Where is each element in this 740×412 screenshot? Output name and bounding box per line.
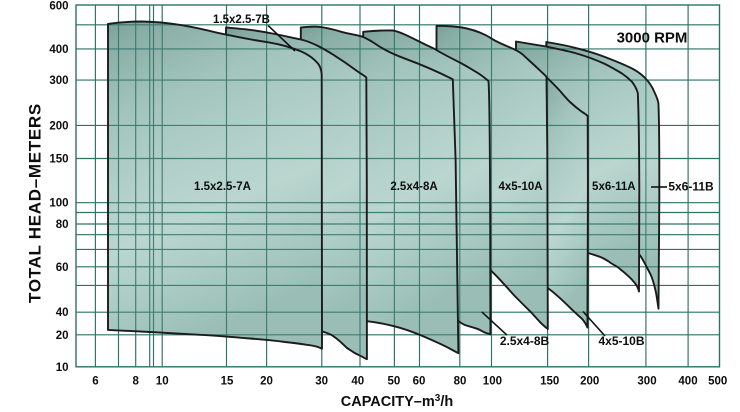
svg-text:TOTAL HEAD–METERS: TOTAL HEAD–METERS — [26, 103, 45, 303]
svg-text:4x5-10B: 4x5-10B — [598, 334, 644, 348]
svg-text:300: 300 — [49, 75, 68, 87]
svg-text:20: 20 — [260, 376, 273, 388]
svg-text:40: 40 — [351, 376, 364, 388]
svg-text:80: 80 — [56, 219, 69, 231]
svg-text:3000 RPM: 3000 RPM — [617, 29, 688, 46]
svg-text:150: 150 — [540, 376, 559, 388]
svg-text:4x5-10A: 4x5-10A — [498, 181, 542, 193]
svg-text:400: 400 — [678, 376, 697, 388]
svg-text:5x6-11A: 5x6-11A — [592, 181, 635, 193]
svg-text:5x6-11B: 5x6-11B — [668, 180, 714, 194]
svg-text:100: 100 — [483, 376, 502, 388]
svg-text:1.5x2.5-7B: 1.5x2.5-7B — [213, 14, 270, 26]
svg-text:6: 6 — [92, 376, 98, 388]
svg-text:2.5x4-8A: 2.5x4-8A — [390, 181, 437, 193]
svg-text:500: 500 — [708, 376, 727, 388]
svg-text:CAPACITY–m3/h: CAPACITY–m3/h — [341, 393, 453, 410]
svg-text:10: 10 — [156, 376, 169, 388]
svg-text:300: 300 — [637, 376, 656, 388]
svg-text:2.5x4-8B: 2.5x4-8B — [500, 334, 550, 348]
svg-text:60: 60 — [413, 376, 426, 388]
svg-text:80: 80 — [454, 376, 467, 388]
svg-text:100: 100 — [49, 198, 68, 210]
svg-text:15: 15 — [221, 376, 234, 388]
svg-text:30: 30 — [315, 376, 328, 388]
svg-text:200: 200 — [49, 120, 68, 132]
svg-text:20: 20 — [56, 330, 69, 342]
svg-text:400: 400 — [49, 44, 68, 56]
svg-text:40: 40 — [56, 307, 69, 319]
svg-text:8: 8 — [132, 376, 139, 388]
svg-text:1.5x2.5-7A: 1.5x2.5-7A — [194, 181, 251, 193]
svg-text:50: 50 — [388, 376, 401, 388]
svg-text:200: 200 — [580, 376, 599, 388]
svg-text:10: 10 — [56, 362, 69, 374]
svg-text:600: 600 — [49, 0, 68, 12]
svg-text:150: 150 — [49, 154, 68, 166]
svg-text:60: 60 — [56, 262, 69, 274]
